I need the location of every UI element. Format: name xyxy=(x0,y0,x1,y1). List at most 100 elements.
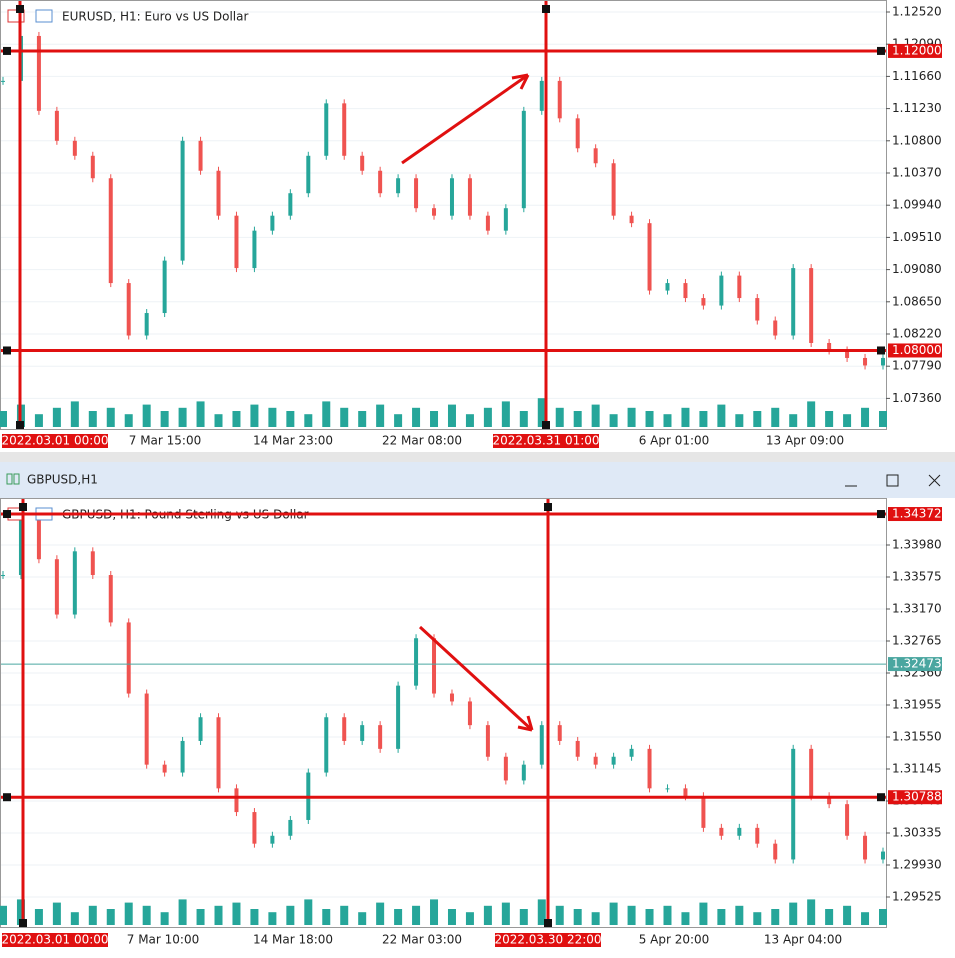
price-tick-label: 1.30335 xyxy=(892,826,942,840)
price-label-bg xyxy=(888,790,942,805)
close[interactable] xyxy=(928,474,941,487)
volume-bar xyxy=(663,905,672,925)
price-label-bg xyxy=(888,507,942,522)
price-tick-label: 1.07360 xyxy=(892,391,942,405)
volume-bar xyxy=(322,909,331,925)
candle-body xyxy=(809,748,814,797)
line-handle xyxy=(19,919,27,927)
time-label-bg xyxy=(2,434,108,448)
panel: 1.125201.120901.116601.112301.108001.103… xyxy=(0,1,942,448)
candle-body xyxy=(108,178,113,284)
volume-bar xyxy=(555,905,564,925)
volume-bar xyxy=(52,407,61,427)
volume-bar xyxy=(825,909,834,925)
window-icon xyxy=(6,473,20,485)
candle-body xyxy=(755,827,760,844)
candle-body xyxy=(90,551,95,576)
candle-body xyxy=(701,796,706,828)
candle-body xyxy=(683,788,688,797)
volume-bar xyxy=(178,899,187,925)
price-tick-label: 1.31145 xyxy=(892,762,942,776)
candle-body xyxy=(324,103,329,156)
line-handle xyxy=(877,346,885,355)
price-tick-label: 1.33575 xyxy=(892,570,942,584)
line-handle xyxy=(544,919,552,927)
candle-body xyxy=(845,804,850,836)
volume-bar xyxy=(771,909,780,925)
volume-bar xyxy=(322,401,331,427)
line-handle xyxy=(19,503,27,511)
candle-body xyxy=(737,827,742,836)
candle-body xyxy=(827,796,832,805)
volume-bar xyxy=(861,912,870,925)
candle-body xyxy=(737,275,742,299)
candle-body xyxy=(144,693,149,765)
candle-body xyxy=(108,575,113,623)
candle-body xyxy=(360,725,365,741)
price-tick-label: 1.31955 xyxy=(892,698,942,712)
candle-body xyxy=(234,215,239,269)
line-handle xyxy=(544,503,552,511)
volume-bar xyxy=(447,909,456,925)
price-tick-label: 1.09940 xyxy=(892,198,942,212)
volume-bar xyxy=(88,411,97,427)
volume-bar xyxy=(645,411,654,427)
arrow-head xyxy=(511,73,530,90)
volume-bar xyxy=(358,912,367,925)
volume-bar xyxy=(843,414,852,427)
volume-bar xyxy=(124,414,133,427)
volume-bar xyxy=(214,414,223,427)
maximize[interactable] xyxy=(886,474,899,487)
volume-bar xyxy=(717,909,726,925)
volume-bar xyxy=(609,902,618,925)
candle-body xyxy=(719,827,724,836)
candle-body xyxy=(755,298,760,321)
volume-bar xyxy=(843,905,852,925)
candle-body xyxy=(180,740,185,773)
volume-bar xyxy=(447,404,456,427)
line-handle xyxy=(542,421,550,429)
volume-bar xyxy=(483,905,492,925)
volume-bar xyxy=(861,407,870,427)
volume-bar xyxy=(807,401,816,427)
price-tick-label: 1.29930 xyxy=(892,858,942,872)
volume-bar xyxy=(268,407,277,427)
candle-body xyxy=(180,140,185,261)
candle-body xyxy=(270,215,275,231)
candle-body xyxy=(863,357,868,366)
volume-bar xyxy=(394,909,403,925)
volume-bar xyxy=(717,404,726,427)
time-tick-label: 5 Apr 20:00 xyxy=(639,933,710,947)
price-label-bg xyxy=(888,343,942,358)
volume-bar xyxy=(735,905,744,925)
price-tick-label: 1.12520 xyxy=(892,5,942,19)
volume-bar xyxy=(106,407,115,427)
volume-bar xyxy=(52,902,61,925)
chart-icon xyxy=(35,9,53,23)
candle-body xyxy=(396,178,401,194)
window-title: GBPUSD,H1 xyxy=(27,473,98,487)
volume-bar xyxy=(142,404,151,427)
candle-body xyxy=(629,215,634,224)
volume-bar xyxy=(376,902,385,925)
candle-body xyxy=(791,748,796,860)
candle-body xyxy=(162,260,167,314)
candle-body xyxy=(521,764,526,781)
price-tick-label: 1.33980 xyxy=(892,538,942,552)
volume-bar xyxy=(753,411,762,427)
volume-bar xyxy=(501,902,510,925)
volume-bar xyxy=(537,899,546,925)
time-tick-label: 22 Mar 03:00 xyxy=(382,933,462,947)
price-tick-label: 1.10800 xyxy=(892,133,942,147)
candle-body xyxy=(252,812,257,844)
candle-body xyxy=(647,223,652,291)
volume-bar xyxy=(232,902,241,925)
volume-bar xyxy=(645,909,654,925)
time-tick-label: 22 Mar 08:00 xyxy=(382,434,462,448)
candle-body xyxy=(252,230,257,269)
candle-body xyxy=(683,283,688,299)
candle-body xyxy=(557,80,562,119)
price-tick-label: 1.08220 xyxy=(892,327,942,341)
candle-body xyxy=(719,275,724,306)
line-handle xyxy=(877,793,885,802)
